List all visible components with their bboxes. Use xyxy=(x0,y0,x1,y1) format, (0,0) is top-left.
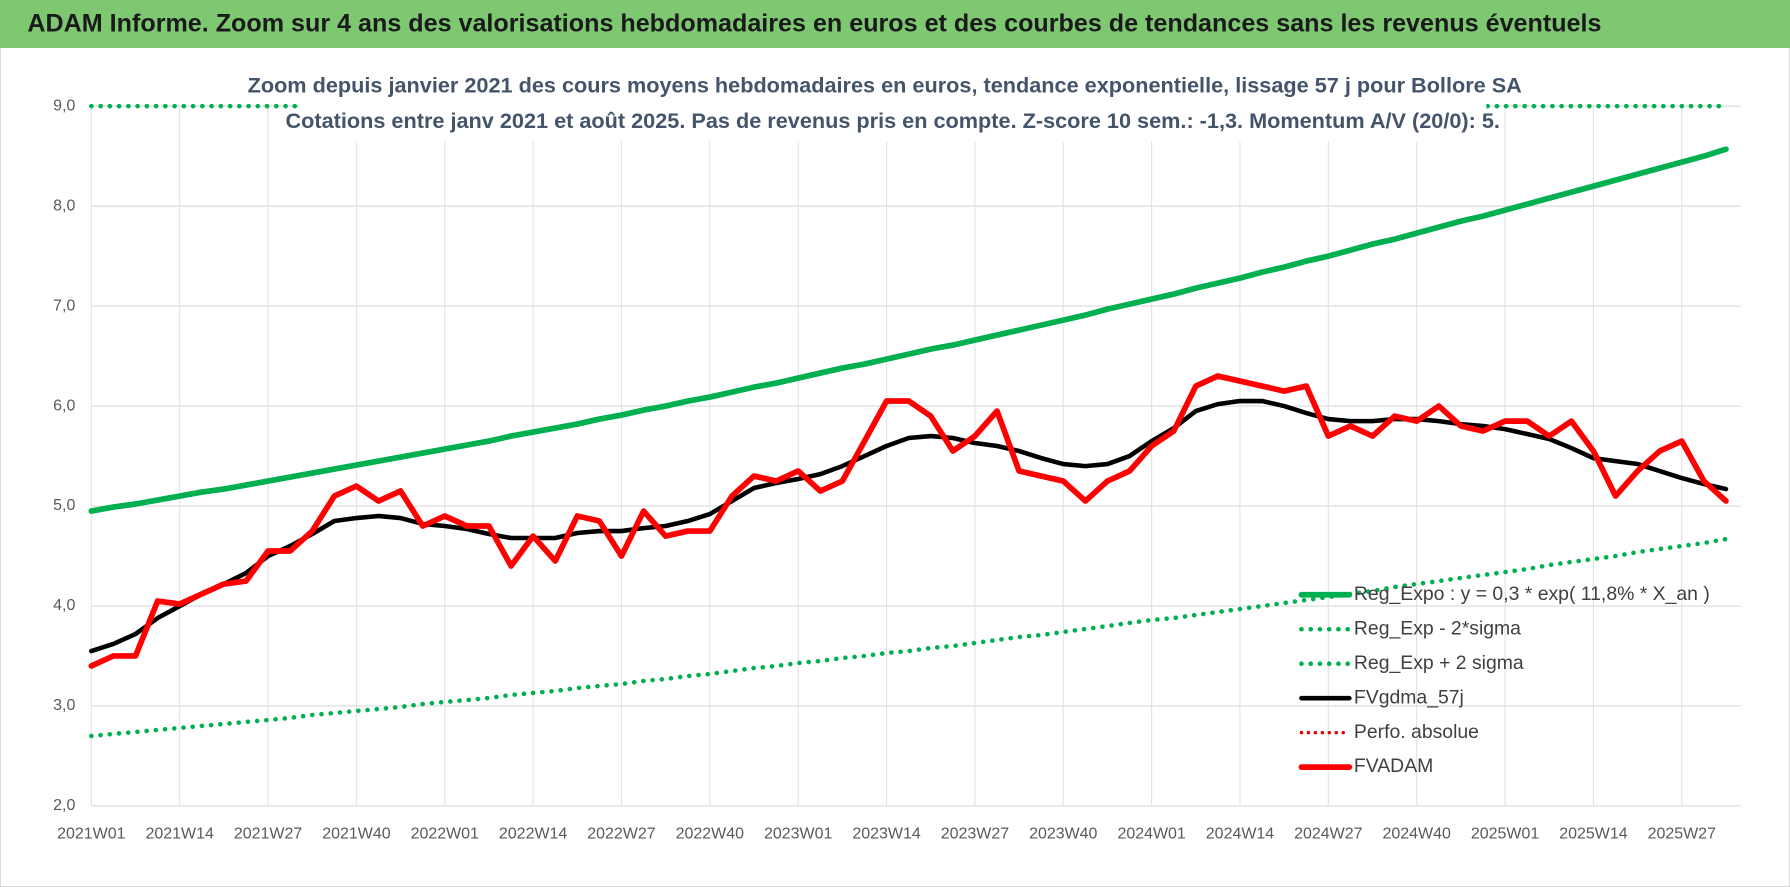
subtitle: Zoom depuis janvier 2021 des cours moyen… xyxy=(248,72,1523,97)
y-tick-label: 9,0 xyxy=(53,97,75,114)
x-tick-label: 2021W14 xyxy=(146,826,214,843)
x-tick-label: 2022W14 xyxy=(499,826,567,843)
header-bar xyxy=(0,0,1790,48)
y-tick-label: 7,0 xyxy=(53,297,75,314)
series-line xyxy=(88,146,1729,514)
x-tick-label: 2021W01 xyxy=(57,826,125,843)
legend-label: Perfo. absolue xyxy=(1354,721,1479,743)
x-tick-label: 2025W27 xyxy=(1648,826,1716,843)
y-tick-label: 4,0 xyxy=(53,597,75,614)
legend-label: FVADAM xyxy=(1354,755,1433,777)
plot-area xyxy=(88,103,1729,739)
x-tick-label: 2023W27 xyxy=(941,826,1009,843)
x-tick-label: 2024W40 xyxy=(1383,826,1451,843)
legend-label: FVgdma_57j xyxy=(1354,686,1464,708)
x-tick-label: 2021W27 xyxy=(234,826,302,843)
x-tick-label: 2025W14 xyxy=(1559,826,1627,843)
grid: 2,0 3,0 4,0 5,0 6,0 7,0 8,0 9,0 2021W01 2021W14 20… xyxy=(53,97,1741,843)
x-tick-label: 2024W27 xyxy=(1294,826,1362,843)
y-tick-label: 8,0 xyxy=(53,197,75,214)
x-tick-label: 2022W01 xyxy=(411,826,479,843)
legend-label: Reg_Expo : y = 0,3 * exp( 11,8% * X_an ) xyxy=(1354,583,1710,605)
x-tick-label: 2023W01 xyxy=(764,826,832,843)
y-tick-label: 6,0 xyxy=(53,397,75,414)
y-tick-label: 5,0 xyxy=(53,497,75,514)
y-tick-label: 2,0 xyxy=(53,797,75,814)
legend: Reg_Expo : y = 0,3 * exp( 11,8% * X_an )… xyxy=(1298,583,1710,777)
legend-label: Reg_Exp - 2*sigma xyxy=(1354,617,1521,639)
y-tick-label: 3,0 xyxy=(53,697,75,714)
x-tick-label: 2024W14 xyxy=(1206,826,1274,843)
x-tick-label: 2021W40 xyxy=(322,826,390,843)
x-tick-label: 2022W40 xyxy=(676,826,744,843)
legend-label: Reg_Exp + 2 sigma xyxy=(1354,652,1524,674)
x-tick-label: 2023W14 xyxy=(852,826,920,843)
x-tick-label: 2022W27 xyxy=(587,826,655,843)
series-line xyxy=(89,536,1729,739)
x-tick-label: 2024W01 xyxy=(1117,826,1185,843)
chart-title: ADAM Informe. Zoom sur 4 ans des valoris… xyxy=(27,10,1601,38)
subtitle-background xyxy=(299,66,1487,142)
series-line xyxy=(88,373,1729,669)
x-tick-label: 2025W01 xyxy=(1471,826,1539,843)
subtitle: Cotations entre janv 2021 et août 2025. … xyxy=(285,108,1499,133)
x-tick-label: 2023W40 xyxy=(1029,826,1097,843)
